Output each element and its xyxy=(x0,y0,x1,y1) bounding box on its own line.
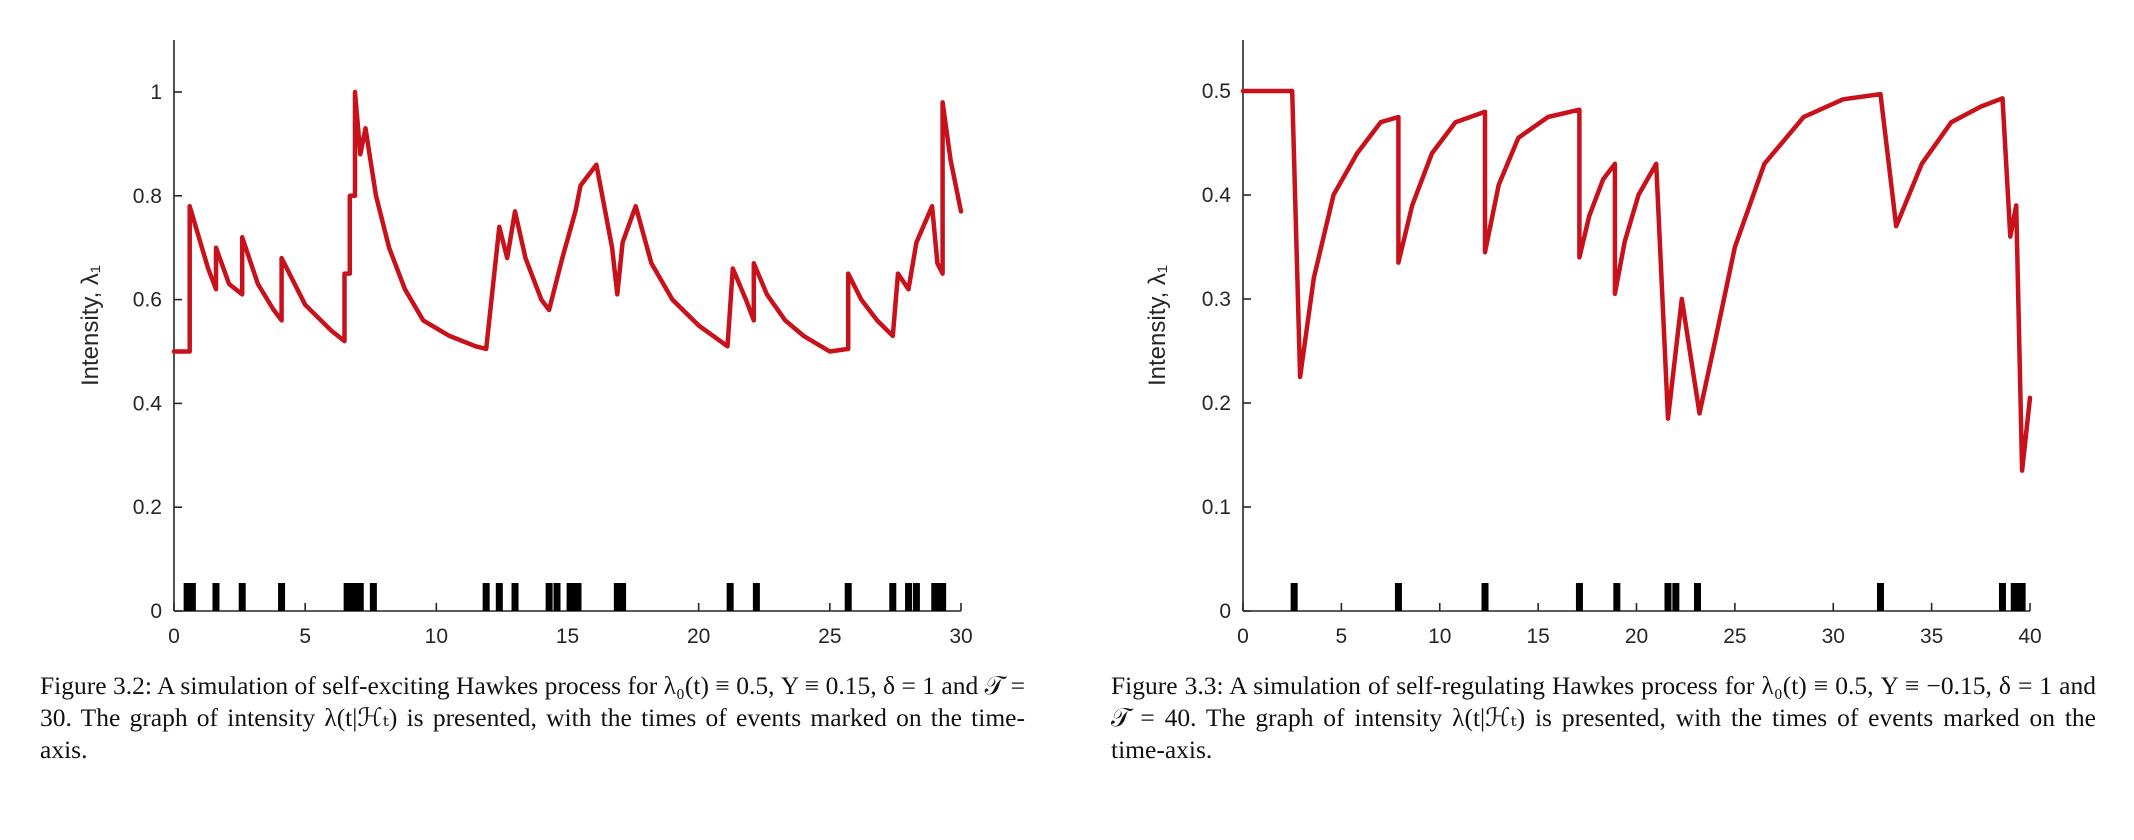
event-mark xyxy=(495,583,503,611)
event-mark xyxy=(1672,583,1680,611)
x-tick-label: 35 xyxy=(1920,625,1943,648)
caption-text: A simulation of self-regulating Hawkes p… xyxy=(1111,671,2096,764)
y-tick-label: 0 xyxy=(150,600,162,623)
event-mark xyxy=(482,583,490,611)
x-tick-label: 5 xyxy=(299,625,311,648)
x-tick-label: 15 xyxy=(1526,625,1549,648)
y-tick-label: 0.5 xyxy=(1202,80,1231,103)
x-tick-label: 25 xyxy=(818,625,841,648)
event-mark xyxy=(2018,583,2026,611)
y-axis-label: Intensity, λ₁ xyxy=(1144,265,1171,386)
event-mark xyxy=(726,583,734,611)
chart-self-exciting: 0 5 10 15 20 25 30 0 0.2 0.4 0.6 0.8 1 Intensity, λ₁ xyxy=(77,40,973,648)
event-mark xyxy=(939,583,947,611)
event-mark xyxy=(2010,583,2018,611)
x-tick-label: 30 xyxy=(1822,625,1845,648)
event-mark xyxy=(1481,583,1489,611)
y-tick-label: 0.4 xyxy=(1202,184,1232,207)
y-tick-label: 0.3 xyxy=(1202,288,1231,311)
y-tick-label: 0.1 xyxy=(1202,496,1231,519)
x-tick-label: 5 xyxy=(1336,625,1348,648)
event-mark xyxy=(1394,583,1402,611)
y-tick-label: 0.6 xyxy=(133,289,162,312)
event-mark xyxy=(1613,583,1621,611)
x-tick-label: 20 xyxy=(687,625,710,648)
y-tick-label: 0.2 xyxy=(1202,392,1231,415)
x-tick-label: 10 xyxy=(425,625,448,648)
figure-3-3: 0 5 10 15 20 25 30 35 40 0 0.1 0.2 0.3 0.4 0.5 Intensit… xyxy=(1067,0,2134,840)
y-tick-label: 0.4 xyxy=(133,392,163,415)
event-mark xyxy=(1290,583,1298,611)
x-tick-label: 0 xyxy=(168,625,180,648)
intensity-line xyxy=(171,89,964,354)
event-mark xyxy=(212,583,220,611)
y-tick-label: 0.2 xyxy=(133,496,162,519)
event-mark xyxy=(238,583,246,611)
event-mark xyxy=(511,583,519,611)
event-mark xyxy=(1876,583,1884,611)
event-mark xyxy=(1664,583,1672,611)
caption-figure-3-3: Figure 3.3: A simulation of self-regulat… xyxy=(1111,670,2096,766)
x-tick-label: 15 xyxy=(556,625,579,648)
event-mark xyxy=(553,583,561,611)
chart-self-regulating: 0 5 10 15 20 25 30 35 40 0 0.1 0.2 0.3 0.4 0.5 Intensit… xyxy=(1144,40,2042,648)
event-mark xyxy=(574,583,582,611)
event-mark xyxy=(844,583,852,611)
event-mark xyxy=(545,583,553,611)
x-tick-label: 20 xyxy=(1625,625,1648,648)
event-mark xyxy=(619,583,627,611)
caption-text: A simulation of self-exciting Hawkes pro… xyxy=(40,671,1026,764)
event-mark xyxy=(1998,583,2006,611)
y-tick-label: 0 xyxy=(1219,600,1231,623)
intensity-line xyxy=(1240,88,2033,473)
y-tick-label: 0.8 xyxy=(133,185,162,208)
event-mark xyxy=(1693,583,1701,611)
figure-3-2: 0 5 10 15 20 25 30 0 0.2 0.4 0.6 0.8 1 Intensity, λ₁ … xyxy=(40,40,1025,766)
caption-figure-3-2: Figure 3.2: A simulation of self-excitin… xyxy=(40,670,1025,766)
event-mark xyxy=(1575,583,1583,611)
x-tick-label: 0 xyxy=(1237,625,1249,648)
y-axis-label: Intensity, λ₁ xyxy=(77,265,104,386)
x-tick-label: 30 xyxy=(949,625,972,648)
x-tick-label: 10 xyxy=(1428,625,1451,648)
event-mark xyxy=(188,583,196,611)
x-tick-label: 25 xyxy=(1723,625,1746,648)
event-mark xyxy=(905,583,913,611)
event-mark xyxy=(369,583,377,611)
caption-label: Figure 3.3: xyxy=(1111,671,1224,700)
event-mark xyxy=(278,583,286,611)
event-mark xyxy=(752,583,760,611)
event-mark xyxy=(2014,583,2022,611)
event-mark xyxy=(889,583,897,611)
event-mark xyxy=(356,583,364,611)
caption-label: Figure 3.2: xyxy=(40,671,152,700)
event-mark xyxy=(912,583,920,611)
y-tick-label: 1 xyxy=(150,81,162,104)
x-tick-label: 40 xyxy=(2018,625,2041,648)
